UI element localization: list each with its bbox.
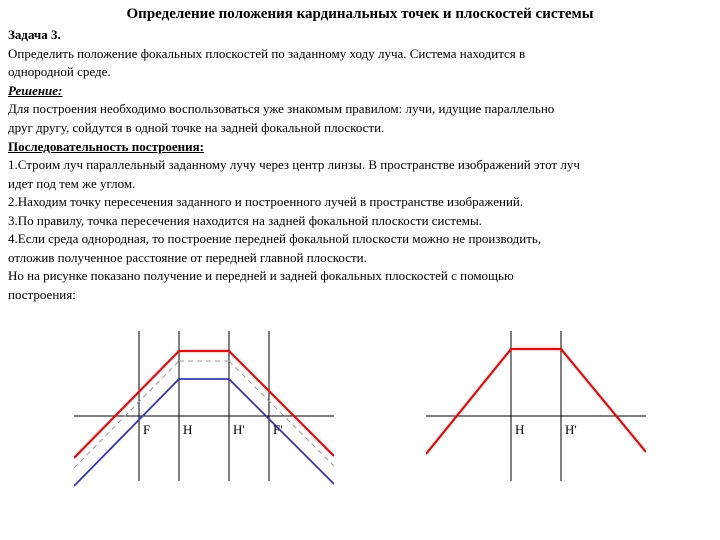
diagrams-container: F H H' F' H H' [8, 321, 712, 491]
svg-text:H: H [515, 422, 524, 437]
step-1b: идет под тем же углом. [8, 175, 712, 193]
task-text-1: Определить положение фокальных плоскосте… [8, 45, 712, 63]
diagram-left-svg: F H H' F' [74, 321, 334, 491]
step-2: 2.Находим точку пересечения заданного и … [8, 193, 712, 211]
solution-label: Решение: [8, 82, 712, 100]
svg-text:F: F [143, 422, 150, 437]
solution-text-1: Для построения необходимо воспользоватьс… [8, 100, 712, 118]
note-1: Но на рисунке показано получение и перед… [8, 267, 712, 285]
svg-text:H: H [183, 422, 192, 437]
diagram-right: H H' [426, 321, 646, 491]
diagram-left: F H H' F' [74, 321, 334, 491]
svg-text:F': F' [273, 422, 283, 437]
step-4b: отложив полученное расстояние от передне… [8, 249, 712, 267]
task-text-2: однородной среде. [8, 63, 712, 81]
svg-text:H': H' [565, 422, 577, 437]
task-label: Задача 3. [8, 26, 712, 44]
solution-text-2: друг другу, сойдутся в одной точке на за… [8, 119, 712, 137]
step-3: 3.По правилу, точка пересечения находитс… [8, 212, 712, 230]
svg-text:H': H' [233, 422, 245, 437]
step-4a: 4.Если среда однородная, то построение п… [8, 230, 712, 248]
page-title: Определение положения кардинальных точек… [8, 4, 712, 24]
sequence-label: Последовательность построения: [8, 138, 712, 156]
diagram-right-svg: H H' [426, 321, 646, 491]
step-1a: 1.Строим луч параллельный заданному лучу… [8, 156, 712, 174]
note-2: построения: [8, 286, 712, 304]
